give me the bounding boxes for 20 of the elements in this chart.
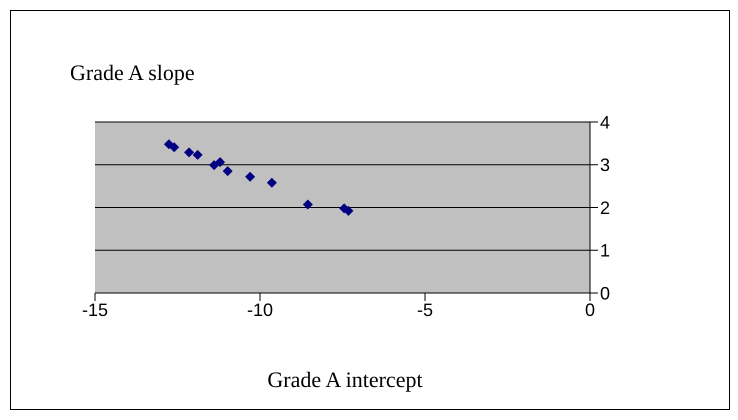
x-tick-label: -15 (82, 300, 108, 320)
x-axis-title: Grade A intercept (266, 367, 424, 393)
y-tick-label: 3 (600, 155, 610, 176)
y-axis-title: Grade A slope (70, 60, 195, 86)
point (215, 157, 226, 168)
y-tick-label: 4 (600, 112, 610, 132)
x-tick-label: -5 (416, 300, 434, 320)
point (192, 150, 203, 160)
point (245, 172, 256, 182)
x-tick-label: -10 (246, 300, 274, 320)
point (169, 142, 180, 152)
point (209, 160, 220, 170)
point (184, 147, 194, 158)
y-tick-label: 0 (600, 283, 610, 304)
point (222, 166, 233, 176)
point (302, 200, 313, 210)
point (266, 178, 277, 188)
y-tick-label: 2 (600, 198, 610, 218)
x-tick-label: 0 (584, 300, 596, 320)
y-tick-label: 1 (600, 240, 610, 261)
